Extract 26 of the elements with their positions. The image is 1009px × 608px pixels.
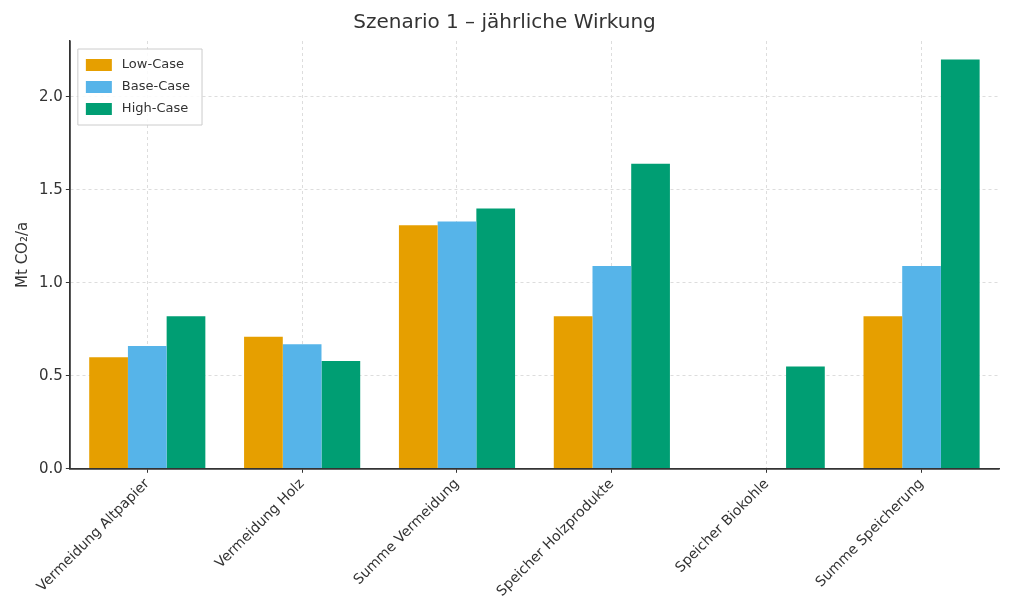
bar	[902, 266, 941, 469]
y-tick-label: 0.0	[39, 458, 63, 477]
legend-label: Base-Case	[121, 78, 191, 94]
bar	[592, 266, 632, 469]
chart-title: Szenario 1 – jährliche Wirkung	[353, 9, 656, 34]
bar	[321, 360, 361, 469]
y-tick-label: 2.0	[39, 86, 63, 105]
y-tick-label: 1.0	[39, 272, 63, 291]
bar	[786, 366, 825, 469]
bar	[89, 357, 128, 469]
bar	[166, 316, 206, 469]
legend-label: High-Case	[121, 100, 189, 116]
bar	[553, 316, 593, 469]
bar	[940, 59, 980, 469]
y-tick-label: 1.5	[39, 179, 63, 198]
bar	[244, 336, 283, 469]
bar	[282, 344, 322, 469]
bar	[863, 316, 903, 469]
bar	[437, 221, 477, 469]
bar	[127, 346, 167, 469]
bar	[476, 208, 516, 469]
legend-label: Low-Case	[121, 56, 184, 72]
bar	[631, 163, 670, 469]
y-axis-title: Mt CO₂/a	[12, 221, 31, 288]
bar	[398, 225, 438, 469]
y-tick-label: 0.5	[39, 365, 63, 384]
